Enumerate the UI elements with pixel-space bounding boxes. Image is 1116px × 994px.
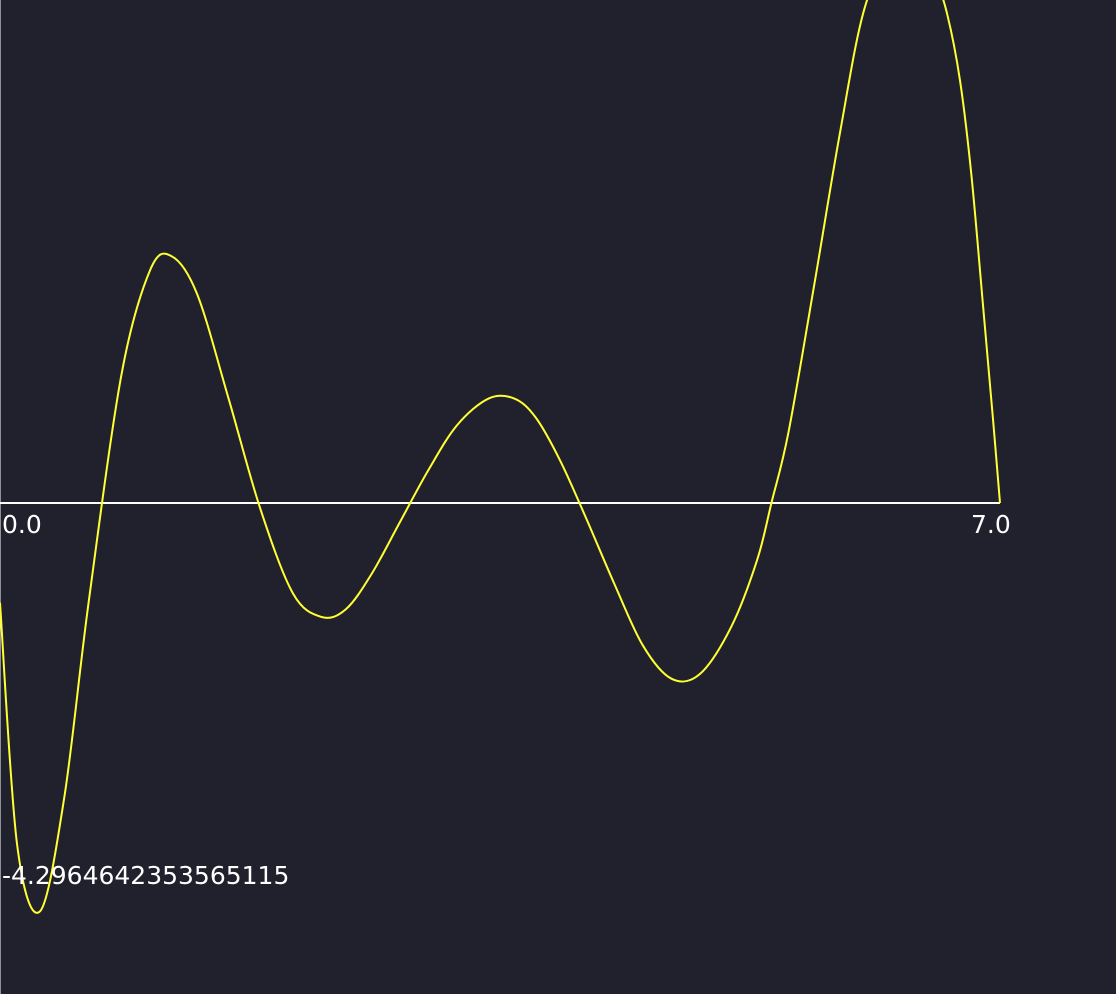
x-tick-label-max: 7.0 bbox=[971, 510, 1011, 539]
x-tick-label-min: 0.0 bbox=[2, 510, 42, 539]
function-curve bbox=[0, 0, 1001, 914]
y-min-label: -4.2964642353565115 bbox=[2, 861, 289, 890]
